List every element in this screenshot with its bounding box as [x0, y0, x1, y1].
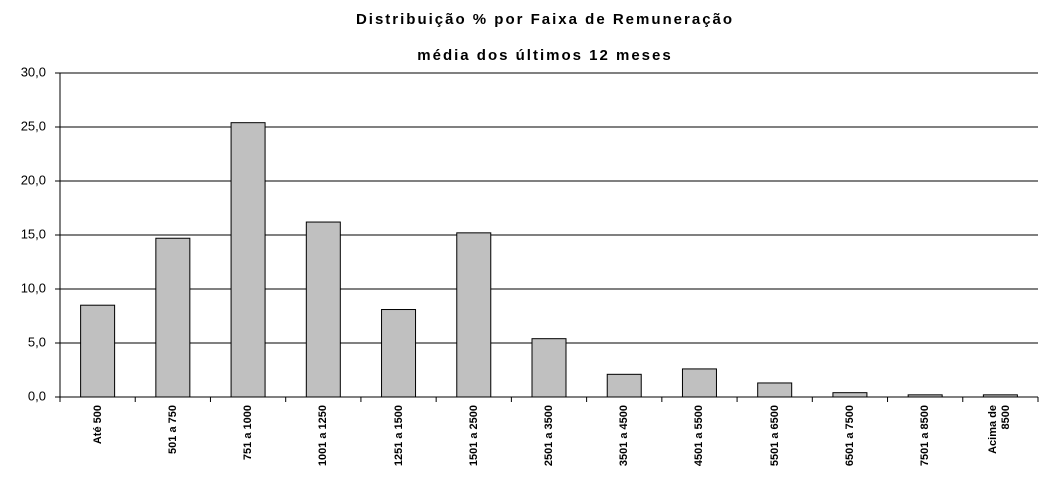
x-tick-label: 6501 a 7500: [843, 405, 856, 467]
chart-subtitle: média dos últimos 12 meses: [417, 47, 672, 64]
y-tick-label: 0,0: [28, 388, 46, 403]
y-tick-label: 20,0: [21, 172, 46, 187]
x-tick-label: Até 500: [91, 405, 104, 445]
bar: [305, 221, 341, 398]
bar: [381, 309, 417, 398]
bar: [531, 338, 567, 398]
x-tick-label: 501 a 750: [166, 405, 179, 454]
x-tick-label: 1001 a 1250: [316, 405, 329, 467]
x-tick-label: 5501 a 6500: [768, 405, 781, 467]
x-tick-label: 4501 a 5500: [692, 405, 705, 467]
bar: [230, 122, 266, 398]
x-tick-label: 2501 a 3500: [542, 405, 555, 467]
bar: [456, 232, 492, 398]
bar: [757, 382, 793, 398]
bar: [80, 304, 116, 398]
bar: [681, 368, 717, 398]
x-tick-label: 1251 a 1500: [392, 405, 405, 467]
bar: [832, 392, 868, 398]
bar: [982, 394, 1018, 398]
x-tick-label: 3501 a 4500: [617, 405, 630, 467]
y-tick-label: 30,0: [21, 64, 46, 79]
bar: [155, 237, 191, 398]
y-tick-label: 10,0: [21, 280, 46, 295]
x-tick-label: 751 a 1000: [241, 405, 254, 461]
x-tick-label: 7501 a 8500: [918, 405, 931, 467]
y-tick-label: 15,0: [21, 226, 46, 241]
chart-title: Distribuição % por Faixa de Remuneração: [356, 11, 734, 28]
bar: [606, 373, 642, 398]
y-tick-label: 25,0: [21, 118, 46, 133]
bar: [907, 394, 943, 398]
x-tick-label: 1501 a 2500: [467, 405, 480, 467]
y-tick-label: 5,0: [28, 334, 46, 349]
x-tick-label: Acima de 8500: [987, 405, 1013, 454]
